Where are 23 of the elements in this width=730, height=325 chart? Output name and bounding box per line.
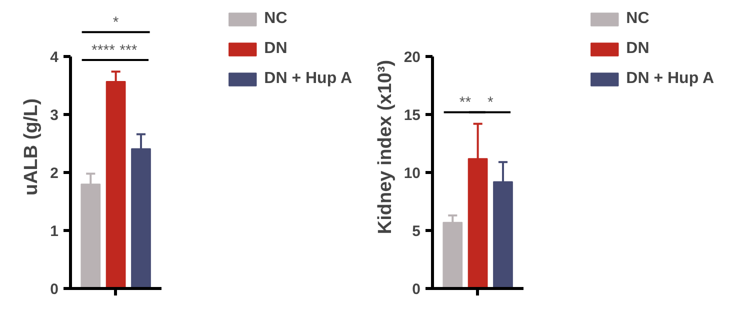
y-tick-label: 1 — [50, 223, 58, 240]
annotation: **** — [92, 42, 116, 59]
y-tick-label: 5 — [412, 223, 420, 240]
y-tick-label: 4 — [50, 49, 60, 66]
legend-label: DN + Hup A — [264, 70, 352, 88]
y-tick-label: 10 — [404, 165, 421, 182]
legend-label: DN — [626, 40, 650, 58]
y-tick-label: 20 — [404, 49, 421, 66]
annotation: * — [487, 94, 494, 112]
legend-label: NC — [626, 10, 650, 28]
legend-label: DN + Hup A — [626, 70, 714, 88]
y-tick-label: 2 — [50, 165, 58, 182]
text: * — [112, 14, 119, 32]
annotation: *** — [120, 42, 138, 59]
legend-label: NC — [264, 10, 288, 28]
y-tick-label: 0 — [50, 281, 58, 298]
y-tick-label: 0 — [412, 281, 420, 298]
y-tick-label: 3 — [50, 107, 58, 124]
y-tick-label: 15 — [404, 107, 421, 124]
annotation: ** — [459, 94, 472, 112]
legend-label: DN — [264, 40, 288, 58]
y-axis-title: Kidney index (x10³) — [374, 60, 396, 234]
y-axis-title: uALB (g/L) — [21, 98, 42, 196]
